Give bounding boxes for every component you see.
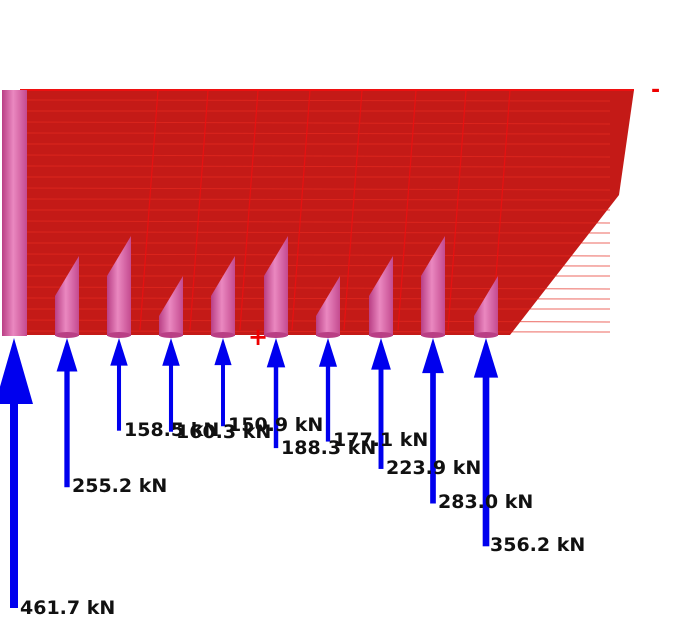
pile-0 <box>2 90 27 336</box>
pile-5 <box>264 236 288 336</box>
reaction-arrow-head-6 <box>318 338 338 367</box>
pile-base-9 <box>474 332 498 338</box>
reaction-label-9: 356.2 kN <box>490 534 585 556</box>
wall-segment-line <box>189 89 209 331</box>
pile-base-4 <box>211 332 235 338</box>
reaction-arrow-head-8 <box>422 338 444 374</box>
pile-4 <box>211 256 235 336</box>
pile-base-2 <box>107 332 131 338</box>
pile-3 <box>159 276 183 336</box>
pile-6 <box>316 276 340 336</box>
reaction-arrow-shaft-9 <box>482 375 490 547</box>
reaction-arrow-head-7 <box>371 338 391 370</box>
reaction-arrow-shaft-8 <box>430 371 436 504</box>
reaction-label-5: 188.3 kN <box>281 437 376 459</box>
reaction-label-6: 177.1 kN <box>333 429 428 451</box>
wall-stripe <box>21 198 611 201</box>
pile-base-7 <box>369 332 393 338</box>
reaction-arrow-head-3 <box>162 338 180 366</box>
reaction-label-7: 223.9 kN <box>386 457 481 479</box>
reaction-arrow-shaft-2 <box>116 363 122 431</box>
reaction-label-2: 158.5 kN <box>124 419 219 441</box>
pile-7 <box>369 256 393 336</box>
wall-segment-line <box>139 89 159 331</box>
reaction-arrow-shaft-4 <box>221 363 225 427</box>
reaction-label-4: 150.9 kN <box>228 414 323 436</box>
wall-stripe <box>21 253 611 257</box>
wall-segment-line <box>343 89 363 331</box>
reaction-label-3: 160.3 kN <box>176 421 271 443</box>
reaction-arrow-head-4 <box>214 338 232 366</box>
reaction-arrow-shaft-5 <box>273 365 279 449</box>
reaction-arrows <box>0 338 499 608</box>
reaction-label-0: 461.7 kN <box>20 597 115 619</box>
wall-segment-lines <box>139 89 511 331</box>
reaction-arrow-head-5 <box>266 338 286 368</box>
plus-marker: + <box>248 323 268 351</box>
wall-segment-line <box>239 89 259 331</box>
wall-segment-line <box>447 89 467 331</box>
pile-base-6 <box>316 332 340 338</box>
reaction-arrow-shaft-0 <box>10 402 18 608</box>
wall-stripe <box>21 231 611 234</box>
piles <box>2 90 498 338</box>
reaction-arrow-shaft-3 <box>168 363 174 432</box>
wall-stripe <box>21 99 611 102</box>
pile-9 <box>474 276 498 336</box>
reaction-arrow-head-0 <box>0 338 33 404</box>
pile-base-1 <box>55 332 79 338</box>
wall-stripe <box>21 187 611 191</box>
reaction-arrow-shaft-6 <box>325 364 331 442</box>
pile-base-8 <box>421 332 445 338</box>
wall-body <box>20 90 634 335</box>
reaction-arrow-shaft-7 <box>378 367 384 469</box>
pile-1 <box>55 256 79 336</box>
reaction-arrow-head-2 <box>110 338 128 366</box>
wall-stripe <box>21 220 611 224</box>
wall-stripe <box>21 121 611 125</box>
wall-segment-line <box>291 89 311 331</box>
wall-stripe <box>21 154 611 158</box>
reaction-arrow-shaft-1 <box>64 369 70 488</box>
pile-2 <box>107 236 131 336</box>
wall-segment-line <box>397 89 417 331</box>
wall-stripe <box>21 132 611 135</box>
pile-8 <box>421 236 445 336</box>
reaction-label-1: 255.2 kN <box>72 475 167 497</box>
reaction-label-8: 283.0 kN <box>438 491 533 513</box>
wall-stripe <box>21 165 611 168</box>
pile-base-3 <box>159 332 183 338</box>
pile-base-5 <box>264 332 288 338</box>
reaction-arrow-head-1 <box>56 338 78 372</box>
reaction-arrow-head-9 <box>473 338 499 378</box>
minus-marker: - <box>651 78 660 103</box>
